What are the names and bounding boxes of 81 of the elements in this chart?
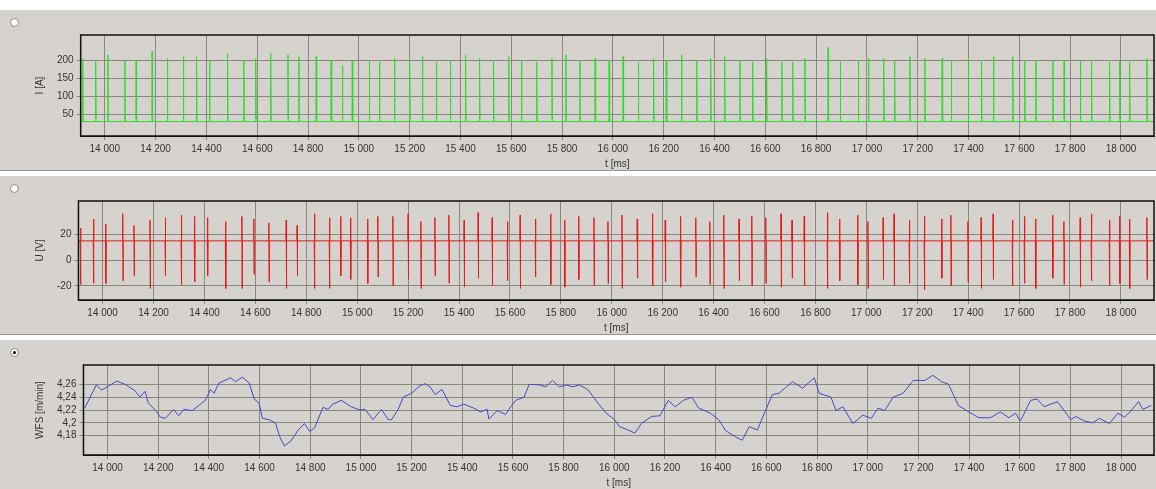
y-tick-label: 4,2 — [62, 416, 77, 428]
x-tick-label: 16 000 — [597, 142, 629, 154]
x-tick-label: 16 000 — [599, 461, 631, 473]
x-tick-label: 14 400 — [189, 306, 221, 318]
x-tick-label: 15 200 — [396, 461, 428, 473]
x-tick-label: 15 200 — [394, 142, 426, 154]
x-tick-label: 14 200 — [142, 461, 174, 473]
y-tick-label: 0 — [65, 253, 72, 265]
x-tick-label: 16 400 — [700, 461, 732, 473]
x-tick-label: 17 600 — [1003, 306, 1035, 318]
x-tick-label: 17 000 — [851, 306, 883, 318]
x-tick-label: 15 400 — [446, 461, 478, 473]
x-tick-label: 18 000 — [1105, 461, 1137, 473]
x-tick-label: 16 800 — [801, 461, 833, 473]
x-tick-label: 15 000 — [341, 306, 373, 318]
x-tick-label: 17 400 — [952, 306, 984, 318]
x-tick-label: 17 400 — [953, 461, 985, 473]
x-tick-label: 16 600 — [751, 461, 783, 473]
x-tick-label: 16 400 — [698, 306, 730, 318]
x-tick-label: 17 800 — [1054, 142, 1086, 154]
x-tick-label: 15 000 — [345, 461, 377, 473]
x-tick-label: 14 800 — [290, 306, 323, 318]
x-tick-label: 14 200 — [140, 142, 172, 154]
x-tick-label: 17 000 — [852, 461, 884, 473]
x-tick-label: 16 600 — [749, 306, 781, 318]
x-tick-label: 16 200 — [649, 461, 681, 473]
x-tick-label: 17 000 — [851, 142, 883, 154]
x-tick-label: 15 800 — [548, 461, 580, 473]
x-tick-label: 14 600 — [240, 306, 272, 318]
x-tick-label: 16 200 — [647, 306, 679, 318]
x-tick-label: 15 400 — [443, 306, 475, 318]
y-tick-label: 4,18 — [56, 429, 77, 441]
x-tick-label: 17 200 — [903, 461, 935, 473]
x-tick-label: 15 800 — [545, 306, 577, 318]
x-tick-label: 17 400 — [953, 142, 985, 154]
x-tick-label: 14 400 — [193, 461, 225, 473]
x-tick-label: 18 000 — [1105, 306, 1137, 318]
x-tick-label: 16 400 — [699, 142, 731, 154]
x-axis-title: t [ms] — [604, 321, 629, 333]
y-tick-label: 4,22 — [56, 403, 77, 415]
x-tick-label: 14 000 — [92, 461, 124, 473]
x-tick-label: 17 200 — [901, 306, 933, 318]
x-tick-label: 14 000 — [89, 142, 121, 154]
x-tick-label: 14 000 — [87, 306, 119, 318]
x-tick-label: 16 800 — [800, 142, 832, 154]
x-tick-label: 17 600 — [1004, 461, 1036, 473]
y-tick-label: -20 — [57, 279, 72, 291]
y-axis-title: WFS [m/min] — [33, 380, 45, 439]
x-axis-title: t [ms] — [605, 157, 630, 169]
y-tick-label: 50 — [62, 108, 75, 120]
x-tick-label: 14 800 — [294, 461, 326, 473]
x-tick-label: 14 600 — [244, 461, 276, 473]
x-tick-label: 15 600 — [494, 306, 526, 318]
x-tick-label: 18 000 — [1105, 142, 1137, 154]
x-tick-label: 15 600 — [495, 142, 528, 154]
y-tick-label: 20 — [60, 228, 72, 240]
x-tick-label: 14 600 — [241, 142, 273, 154]
x-tick-label: 16 000 — [596, 306, 628, 318]
x-tick-label: 15 000 — [343, 142, 375, 154]
y-tick-label: 150 — [57, 72, 75, 84]
x-tick-label: 15 200 — [392, 306, 424, 318]
y-tick-label: 4,26 — [56, 378, 77, 390]
y-axis-title: I [A] — [33, 76, 45, 95]
x-tick-label: 14 400 — [191, 142, 223, 154]
x-tick-label: 17 800 — [1055, 461, 1087, 473]
x-tick-label: 14 200 — [138, 306, 170, 318]
x-tick-label: 16 600 — [750, 142, 782, 154]
x-tick-label: 15 800 — [546, 142, 578, 154]
x-axis-title: t [ms] — [606, 476, 632, 488]
x-tick-label: 17 200 — [902, 142, 934, 154]
x-tick-label: 15 400 — [445, 142, 477, 154]
x-tick-label: 15 600 — [497, 461, 529, 473]
y-tick-label: 4,24 — [56, 390, 77, 402]
y-axis-title: U [V] — [33, 239, 45, 262]
x-tick-label: 17 800 — [1054, 306, 1086, 318]
x-tick-label: 16 200 — [648, 142, 680, 154]
y-tick-label: 100 — [57, 90, 75, 102]
x-tick-label: 16 800 — [800, 306, 832, 318]
x-tick-label: 17 600 — [1004, 142, 1036, 154]
y-tick-label: 200 — [57, 54, 75, 65]
x-tick-label: 14 800 — [292, 142, 324, 154]
